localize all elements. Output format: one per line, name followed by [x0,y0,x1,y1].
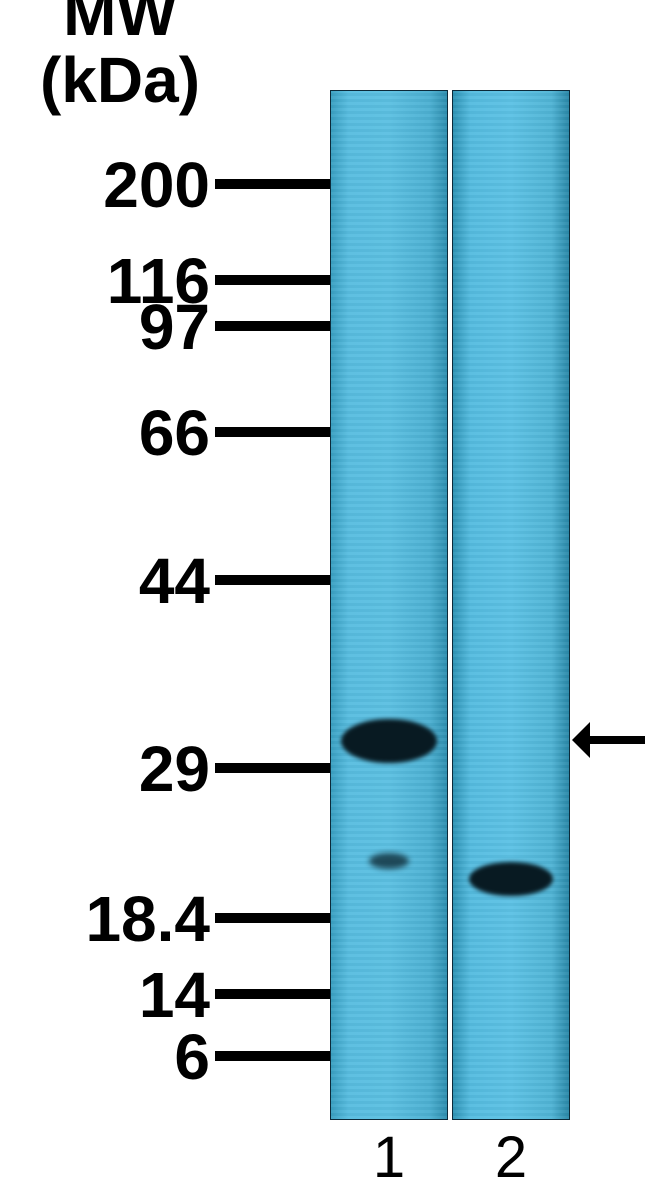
arrow-head-icon [572,722,590,758]
band-indicator-arrow [0,0,650,1182]
western-blot-figure: MW (kDa) 2001169766442918.4146 1 2 [0,0,650,1182]
arrow-shaft [590,736,645,744]
